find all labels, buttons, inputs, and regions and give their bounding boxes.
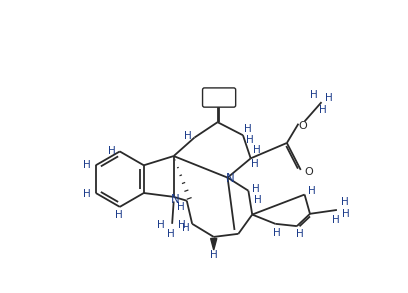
Text: Abs: Abs	[209, 92, 229, 102]
Text: N: N	[226, 172, 235, 185]
Text: H: H	[157, 219, 165, 230]
Text: H: H	[167, 229, 175, 239]
Text: H: H	[273, 228, 281, 238]
Text: H: H	[177, 202, 184, 212]
Text: H: H	[177, 219, 185, 230]
Text: H: H	[319, 105, 327, 115]
Text: H: H	[246, 135, 254, 145]
Text: O: O	[298, 121, 307, 131]
Text: H: H	[332, 215, 339, 225]
Text: H: H	[184, 131, 191, 141]
Text: H: H	[254, 195, 262, 205]
Text: O: O	[304, 167, 313, 177]
Text: H: H	[252, 184, 260, 194]
Text: H: H	[296, 229, 304, 239]
Text: H: H	[108, 146, 116, 156]
Text: H: H	[182, 223, 190, 233]
Text: H: H	[308, 186, 316, 196]
Text: H: H	[83, 159, 91, 170]
Text: H: H	[115, 210, 123, 220]
Text: H: H	[244, 124, 251, 134]
Text: H: H	[325, 93, 333, 103]
Text: H: H	[341, 197, 348, 207]
Polygon shape	[211, 239, 217, 250]
Text: H: H	[83, 189, 91, 199]
Text: H: H	[251, 159, 259, 169]
Text: H: H	[253, 145, 261, 155]
Text: H: H	[210, 251, 217, 260]
Text: H: H	[342, 209, 350, 219]
Text: H: H	[310, 90, 318, 100]
FancyBboxPatch shape	[202, 88, 236, 107]
Text: N: N	[171, 193, 180, 207]
